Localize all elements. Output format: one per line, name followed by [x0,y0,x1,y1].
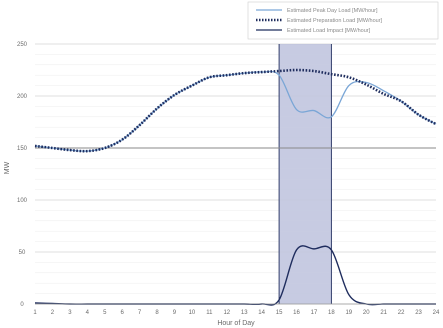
y-tick-label: 200 [17,94,28,100]
x-tick-label: 21 [380,310,387,316]
highlight-window [278,44,332,304]
x-tick-label: 18 [328,310,335,316]
x-tick-label: 3 [68,310,72,316]
legend-label: Estimated Preparation Load [MW/hour] [287,18,383,24]
x-axis-title: Hour of Day [217,320,255,327]
x-tick-label: 10 [189,310,196,316]
y-tick-label: 0 [20,302,24,308]
y-tick-label: 150 [17,146,28,152]
y-axis-title: MW [4,161,11,174]
x-tick-label: 15 [276,310,283,316]
legend: Estimated Peak Day Load [MW/hour] Estimat… [247,1,439,40]
legend-box [247,1,439,40]
x-tick-label: 14 [258,310,265,316]
x-tick-label: 16 [293,310,300,316]
x-tick-label: 22 [398,310,405,316]
x-tick-label: 11 [206,310,213,316]
x-tick-label: 17 [311,310,318,316]
y-tick-label: 100 [17,198,28,204]
series-line-2 [34,68,437,153]
x-tick-label: 1 [33,310,37,316]
x-tick-label: 5 [103,310,107,316]
legend-label: Estimated Load Impact [MW/hour] [287,28,371,34]
x-tick-label: 7 [138,310,142,316]
y-tick-label: 250 [17,42,28,48]
x-tick-label: 12 [223,310,230,316]
highlight-band [279,44,332,304]
x-tick-label: 6 [121,310,125,316]
x-tick-label: 13 [241,310,248,316]
x-tick-label: 8 [155,310,159,316]
x-tick-label: 20 [363,310,370,316]
x-axis-ticks: 1 2 3 4 5 6 7 8 9 10 11 12 13 14 15 16 17 18 19 20 21 22 23 24 [33,310,440,316]
x-tick-label: 23 [415,310,422,316]
y-tick-label: 50 [19,250,26,256]
x-tick-label: 19 [345,310,352,316]
legend-label: Estimated Peak Day Load [MW/hour] [287,8,378,14]
x-tick-label: 4 [86,310,90,316]
y-axis-ticks: 0 50 100 150 200 250 [17,42,28,308]
x-tick-label: 24 [433,310,440,316]
gridlines [35,43,436,305]
x-tick-label: 9 [173,310,177,316]
x-tick-label: 2 [51,310,55,316]
